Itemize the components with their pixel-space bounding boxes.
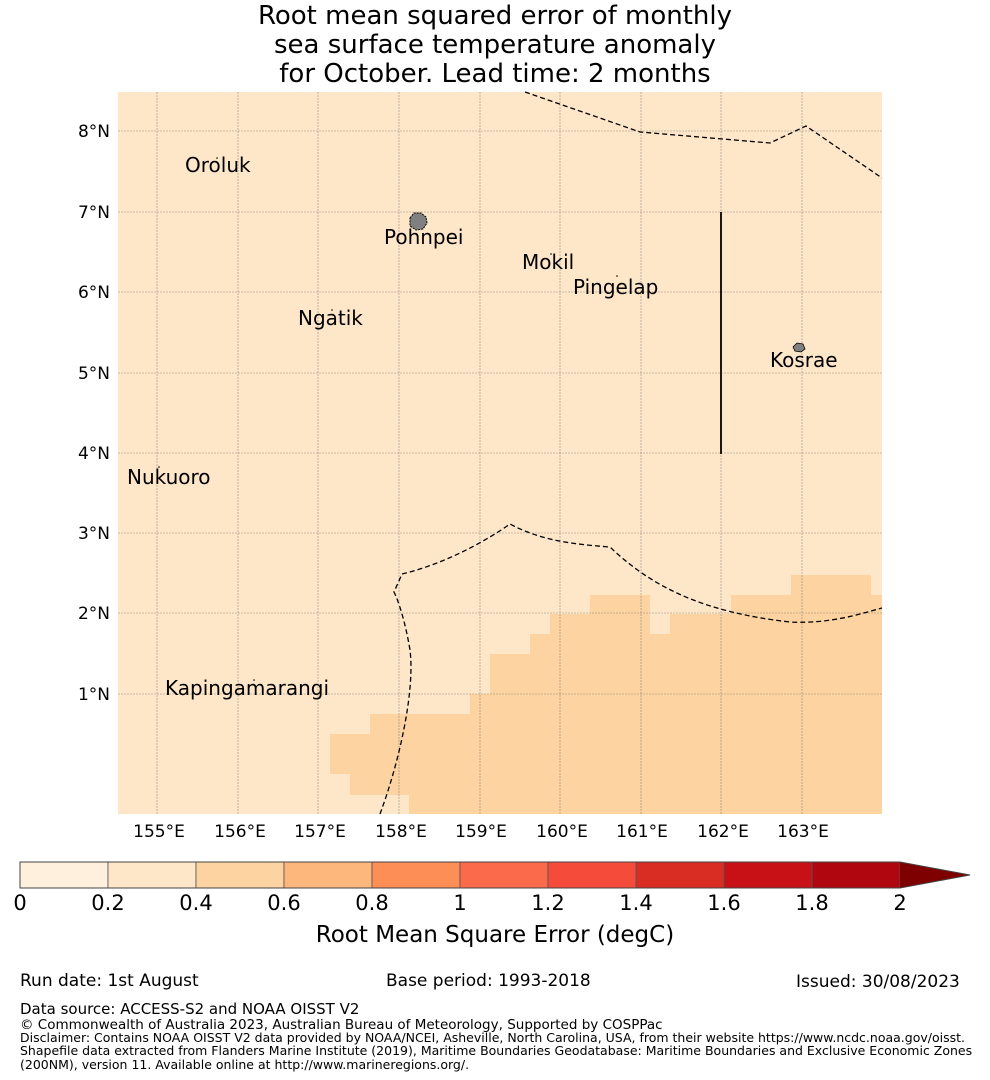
lat-label-1n: 1°N [78, 685, 110, 705]
disclaimer: Disclaimer: Contains NOAA OISST V2 data … [20, 1030, 965, 1045]
colorbar-tick: 0 [13, 891, 27, 915]
colorbar-tick: 1.2 [531, 891, 565, 915]
lat-label-4n: 4°N [78, 444, 110, 464]
lon-label-163e: 163°E [777, 822, 829, 842]
lon-label-158e: 158°E [375, 822, 427, 842]
colorbar-segment [195, 861, 285, 889]
place-label-nukuoro: Nukuoro [127, 465, 211, 489]
lon-label-161e: 161°E [616, 822, 668, 842]
colorbar-tick: 1 [453, 891, 467, 915]
colorbar-tick: 0.8 [355, 891, 389, 915]
place-label-oroluk: Oroluk [185, 153, 251, 177]
run-date: Run date: 1st August [20, 971, 199, 991]
place-label-kosrae: Kosrae [770, 348, 838, 372]
colorbar-title: Root Mean Square Error (degC) [315, 922, 675, 948]
colorbar-outline [19, 861, 971, 889]
colorbar-segment [283, 861, 373, 889]
lon-label-162e: 162°E [697, 822, 749, 842]
shapefile-credit-line-2: (200NM), version 11. Available online at… [20, 1057, 470, 1072]
colorbar-extend-arrow [900, 862, 970, 888]
colorbar-segment [19, 861, 109, 889]
lat-label-5n: 5°N [78, 364, 110, 384]
lon-label-156e: 156°E [214, 822, 266, 842]
place-label-kapingamarangi: Kapingamarangi [165, 676, 329, 700]
colorbar [19, 861, 971, 889]
colorbar-segment [723, 861, 813, 889]
data-source: Data source: ACCESS-S2 and NOAA OISST V2 [20, 1000, 360, 1018]
place-label-ngatik: Ngatik [298, 306, 363, 330]
pohnpei-island [409, 212, 428, 231]
copyright: © Commonwealth of Australia 2023, Austra… [20, 1017, 663, 1033]
base-period: Base period: 1993-2018 [386, 971, 591, 991]
colorbar-tick: 1.6 [707, 891, 741, 915]
map-title: Root mean squared error of monthly sea s… [257, 1, 733, 89]
colorbar-tick: 0.6 [267, 891, 301, 915]
lon-label-157e: 157°E [294, 822, 346, 842]
lat-label-2n: 2°N [78, 604, 110, 624]
lat-label-6n: 6°N [78, 283, 110, 303]
lon-label-160e: 160°E [536, 822, 588, 842]
colorbar-tick: 1.4 [619, 891, 653, 915]
lon-label-159e: 159°E [455, 822, 507, 842]
place-label-pingelap: Pingelap [573, 275, 658, 299]
lat-label-7n: 7°N [78, 203, 110, 223]
higher-error-region [330, 575, 882, 814]
colorbar-tick: 0.2 [91, 891, 125, 915]
lat-label-3n: 3°N [78, 524, 110, 544]
shapefile-credit-line-1: Shapefile data extracted from Flanders M… [20, 1043, 973, 1058]
colorbar-tick: 2 [893, 891, 907, 915]
colorbar-segment [107, 861, 197, 889]
colorbar-segment [371, 861, 461, 889]
colorbar-tick: 1.8 [795, 891, 829, 915]
lat-label-8n: 8°N [78, 122, 110, 142]
place-label-pohnpei: Pohnpei [384, 225, 464, 249]
graticule [118, 92, 882, 814]
atoll-dots [158, 157, 618, 681]
issued-date: Issued: 30/08/2023 [796, 972, 960, 992]
place-label-mokil: Mokil [522, 250, 574, 274]
colorbar-segment [547, 861, 637, 889]
lon-label-155e: 155°E [133, 822, 185, 842]
colorbar-tick: 0.4 [179, 891, 213, 915]
colorbar-segment [459, 861, 549, 889]
eez-boundaries [379, 91, 883, 815]
colorbar-segment [811, 861, 901, 889]
colorbar-segment [635, 861, 725, 889]
kosrae-island [792, 342, 806, 353]
